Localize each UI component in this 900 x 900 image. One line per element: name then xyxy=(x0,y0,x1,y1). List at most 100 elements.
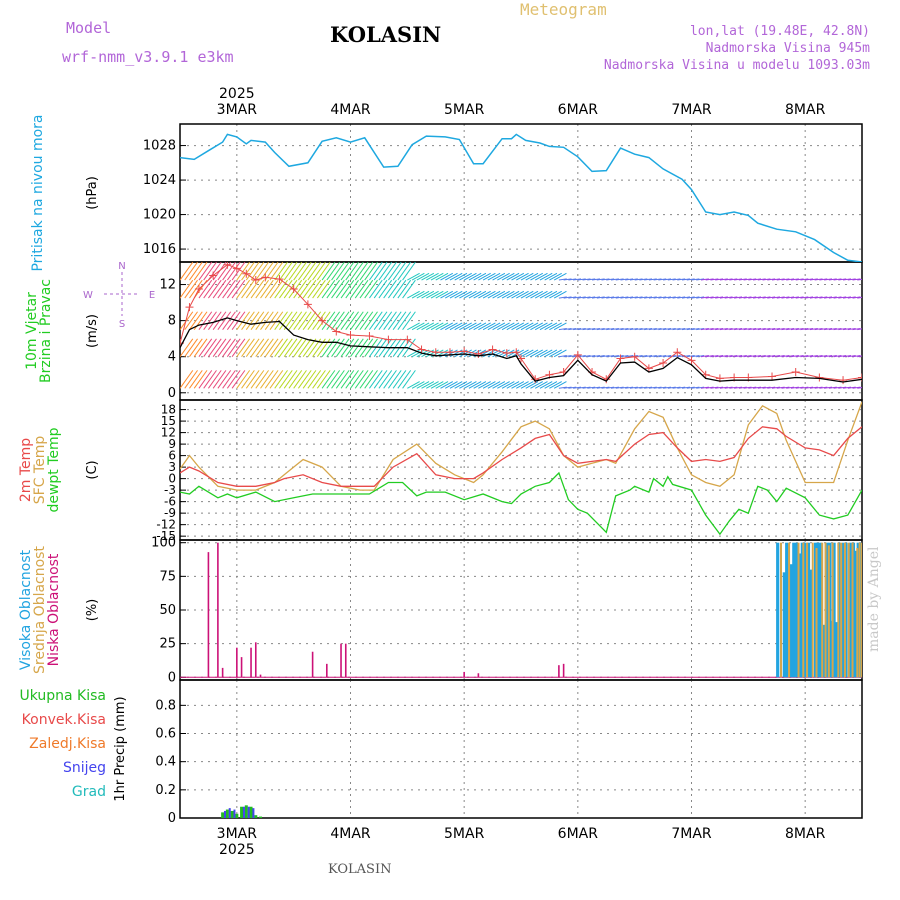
wind-barb xyxy=(454,290,468,299)
wind-barb xyxy=(359,279,374,299)
wind-barb xyxy=(511,322,525,331)
wind-barb xyxy=(539,349,553,358)
gust-marker xyxy=(209,271,218,280)
wind-barb xyxy=(771,327,780,331)
wind-barb xyxy=(653,278,662,281)
gust-marker xyxy=(644,364,653,373)
cloud-high-bar xyxy=(832,542,836,678)
wind-barb xyxy=(781,355,790,358)
wind-barb xyxy=(326,311,341,330)
wind-barb xyxy=(824,278,833,281)
wind-barb xyxy=(473,381,487,389)
wind-barb xyxy=(430,272,444,281)
wind-barb xyxy=(615,278,624,281)
wind-barb xyxy=(696,355,705,358)
wind-barb xyxy=(738,296,747,299)
wind-barb xyxy=(691,278,700,281)
wind-barb xyxy=(610,278,619,281)
wind-barb xyxy=(250,262,265,281)
wind-barb xyxy=(629,327,638,331)
wind-barb xyxy=(492,349,506,358)
wind-barb xyxy=(459,272,472,281)
wind-barb xyxy=(601,327,610,331)
wind-barb xyxy=(824,386,833,389)
wind-barb xyxy=(250,279,265,299)
wind-barb xyxy=(781,386,790,389)
wind-barb xyxy=(530,272,543,281)
wind-barb xyxy=(378,370,393,389)
precip-total-bar xyxy=(225,809,229,818)
wind-barb xyxy=(350,370,364,389)
cloud-mid-bar xyxy=(806,542,809,678)
wind-barb xyxy=(743,278,752,281)
wind-barb xyxy=(260,370,274,389)
wind-barb xyxy=(715,355,724,358)
wind-barb xyxy=(444,381,458,389)
wind-barb xyxy=(440,381,454,389)
wind-barb xyxy=(677,386,686,389)
y-tick-label: 0 xyxy=(168,386,176,401)
wind-barb xyxy=(387,279,402,299)
wind-barb xyxy=(245,370,260,389)
wind-barb xyxy=(435,381,449,389)
gust-marker xyxy=(616,354,625,363)
wind-barb xyxy=(724,355,733,358)
gust-marker xyxy=(289,285,298,294)
wind-barb xyxy=(184,279,198,299)
wind-barb xyxy=(478,322,491,331)
gust-marker xyxy=(417,345,426,354)
wind-barb xyxy=(847,278,856,281)
wind-barb xyxy=(781,296,790,299)
wind-barb xyxy=(757,355,766,358)
cloud-high-bar xyxy=(785,542,789,678)
wind-barb xyxy=(359,311,374,330)
wind-barb xyxy=(283,311,298,330)
wind-barb xyxy=(402,279,416,299)
wind-barb xyxy=(407,381,420,389)
wind-barb xyxy=(345,338,359,357)
precip-snow-bar xyxy=(233,809,236,818)
wind-barb xyxy=(482,322,496,331)
precip-total-bar xyxy=(259,816,263,818)
wind-barb xyxy=(748,386,757,389)
wind-barb xyxy=(236,311,251,330)
wind-barb xyxy=(577,327,586,331)
y-tick-label: 50 xyxy=(159,603,176,618)
wind-barb xyxy=(838,386,847,389)
wind-barb xyxy=(511,290,525,299)
wind-barb xyxy=(644,278,653,281)
wind-barb xyxy=(582,278,591,281)
wind-barb xyxy=(734,278,743,281)
wind-barb xyxy=(852,278,861,281)
precip-legend-item: Snijeg xyxy=(63,760,106,776)
wind-barb xyxy=(752,386,762,389)
wind-barb xyxy=(203,338,217,357)
wind-barb xyxy=(700,386,709,389)
wind-barb xyxy=(397,370,412,389)
wind-barb xyxy=(402,262,416,281)
wind-barb xyxy=(279,262,293,281)
wind-barb xyxy=(331,262,345,281)
wind-barb xyxy=(857,328,862,331)
wind-barb xyxy=(558,296,567,299)
wind-barb xyxy=(648,327,657,331)
wind-barb xyxy=(189,338,203,357)
wind-barb xyxy=(198,338,213,357)
wind-barb xyxy=(255,311,269,330)
wind-barb xyxy=(663,355,672,358)
wind-barb xyxy=(288,311,303,330)
wind-barb xyxy=(805,327,814,331)
day-label-top: 3MAR xyxy=(217,102,258,118)
wind-barb xyxy=(506,349,520,358)
wind-barb xyxy=(293,262,307,281)
wind-barb xyxy=(534,349,548,358)
wind-barb xyxy=(795,355,804,358)
wind-barb xyxy=(482,272,496,281)
wind-barb xyxy=(544,290,558,299)
wind-barb xyxy=(786,278,795,281)
elevation-text: Nadmorska Visina 945m xyxy=(705,41,870,56)
wind-barb xyxy=(771,386,780,389)
wind-barb xyxy=(383,279,397,299)
wind-barb xyxy=(506,272,520,281)
wind-barb xyxy=(426,349,439,358)
